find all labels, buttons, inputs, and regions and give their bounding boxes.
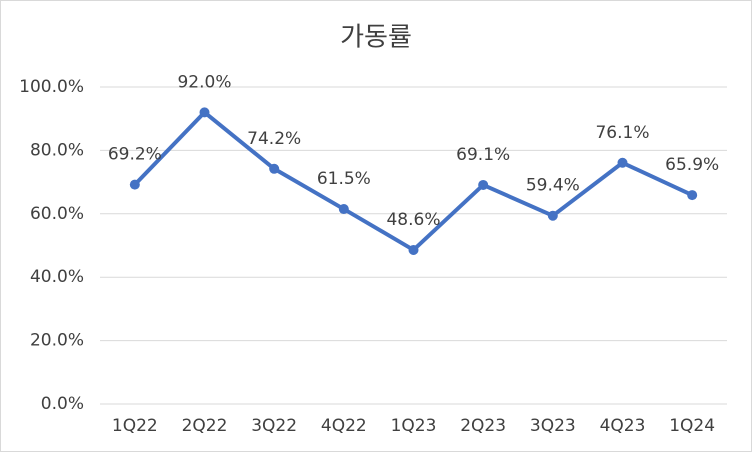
point [129,179,140,190]
x-tick-label: 4Q22 [321,416,367,436]
data-label: 59.4% [526,176,580,196]
y-tick-label: 100.0% [19,77,84,97]
x-tick-label: 3Q23 [530,416,576,436]
x-tick-label: 3Q22 [251,416,297,436]
x-tick-label: 2Q22 [182,416,228,436]
x-tick-label: 1Q22 [112,416,158,436]
x-tick-label: 2Q23 [460,416,506,436]
point [687,190,698,201]
point [269,163,280,174]
point [547,210,558,221]
data-label: 69.2% [108,145,162,165]
data-label: 65.9% [665,155,719,175]
point [617,157,628,168]
data-label: 69.1% [456,145,510,165]
y-tick-label: 0.0% [41,394,84,414]
point [199,107,210,118]
point [478,179,489,190]
x-tick-label: 4Q23 [600,416,646,436]
x-tick-label: 1Q23 [391,416,437,436]
point [408,244,419,255]
y-tick-label: 80.0% [30,140,84,160]
point [338,204,349,215]
y-tick-label: 20.0% [30,331,84,351]
data-label: 74.2% [247,129,301,149]
data-label: 92.0% [177,72,231,92]
y-tick-label: 40.0% [30,267,84,287]
y-tick-label: 60.0% [30,204,84,224]
data-label: 48.6% [386,210,440,230]
data-label: 76.1% [595,123,649,143]
chart-title: 가동률 [340,23,412,53]
x-tick-label: 1Q24 [669,416,715,436]
data-label: 61.5% [317,169,371,189]
